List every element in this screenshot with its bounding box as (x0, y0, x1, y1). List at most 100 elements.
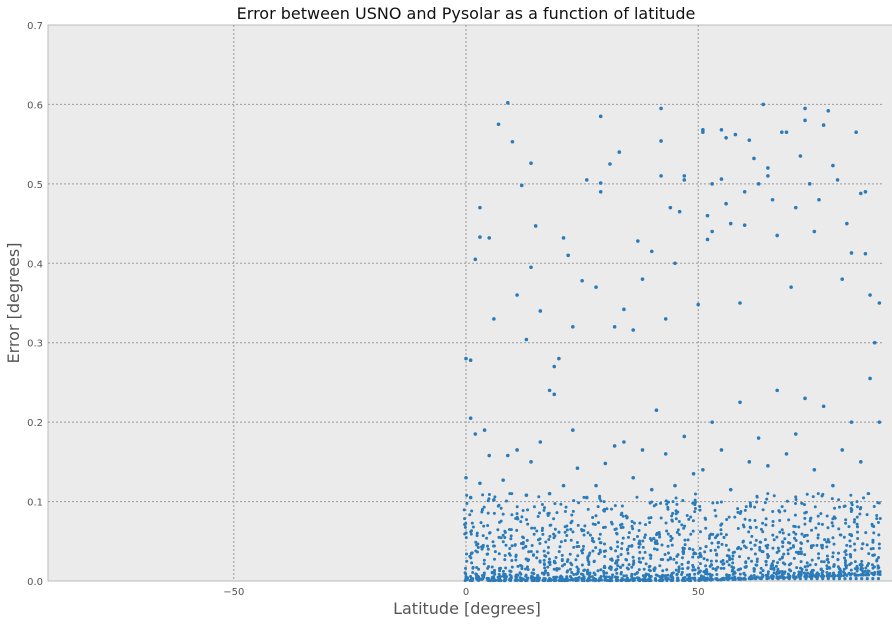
data-point (776, 561, 780, 565)
data-point (652, 537, 656, 541)
data-point (521, 542, 525, 546)
data-point (660, 543, 664, 547)
data-point (758, 545, 762, 549)
data-point (480, 547, 484, 551)
data-point (648, 569, 652, 573)
data-point (810, 568, 814, 572)
data-point (631, 475, 635, 480)
data-point (771, 509, 775, 513)
data-point (470, 509, 474, 513)
data-point (776, 567, 780, 571)
data-point (816, 492, 820, 496)
data-point (831, 551, 835, 555)
data-point (877, 301, 882, 305)
data-point (877, 542, 881, 546)
data-point (521, 508, 525, 512)
data-point (763, 538, 767, 542)
data-point (627, 563, 631, 567)
data-point (731, 577, 736, 581)
data-point (685, 513, 689, 517)
data-point (831, 163, 835, 168)
data-point (464, 536, 468, 540)
data-point (764, 523, 768, 527)
data-point (591, 522, 595, 526)
data-point (756, 436, 761, 440)
data-point (750, 534, 754, 538)
data-point (666, 505, 670, 509)
data-point (811, 495, 815, 499)
data-point (747, 556, 751, 560)
data-point (619, 526, 623, 530)
x-axis-label: Latitude [degrees] (393, 599, 541, 618)
data-point (686, 538, 690, 542)
data-point (850, 501, 854, 505)
data-point (689, 532, 693, 536)
data-point (510, 139, 515, 144)
data-point (470, 529, 474, 533)
data-point (803, 396, 807, 401)
data-point (659, 174, 663, 178)
data-point (597, 552, 601, 556)
data-point (590, 575, 594, 579)
data-point (710, 229, 714, 234)
data-point (676, 510, 680, 514)
data-point (677, 519, 681, 523)
data-point (503, 558, 507, 562)
data-point (836, 565, 840, 569)
data-point (872, 525, 876, 529)
data-point (557, 530, 561, 534)
data-point (761, 569, 765, 573)
data-point (731, 568, 735, 572)
data-point (603, 542, 607, 546)
data-point (800, 532, 804, 536)
data-point (772, 494, 776, 498)
data-point (766, 553, 770, 557)
data-point (855, 530, 859, 534)
data-point (809, 517, 813, 521)
data-point (631, 577, 635, 581)
data-point (731, 561, 735, 565)
data-point (754, 538, 758, 542)
data-point (831, 555, 835, 559)
data-point (538, 440, 543, 444)
data-point (482, 505, 486, 509)
data-point (835, 178, 840, 182)
data-point (571, 530, 575, 534)
data-point (639, 560, 643, 564)
data-point (496, 528, 500, 532)
data-point (658, 535, 662, 539)
data-point (793, 577, 797, 581)
data-point (722, 566, 726, 570)
data-point (752, 569, 756, 573)
data-point (488, 531, 492, 535)
data-point (783, 570, 787, 574)
data-point (837, 527, 841, 531)
data-point (861, 573, 865, 577)
data-point (469, 532, 473, 536)
data-point (744, 560, 748, 564)
data-point (637, 540, 641, 544)
data-point (805, 492, 809, 496)
data-point (564, 505, 568, 509)
data-point (844, 559, 848, 563)
data-point (711, 501, 715, 505)
data-point (739, 547, 743, 551)
data-point (637, 556, 641, 560)
data-point (761, 550, 765, 554)
data-point (855, 525, 859, 529)
data-point (565, 560, 569, 564)
data-point (614, 577, 619, 581)
data-point (548, 534, 552, 538)
data-point (771, 523, 775, 527)
data-point (496, 122, 501, 127)
data-point (867, 552, 871, 556)
data-point (615, 540, 619, 544)
data-point (849, 561, 853, 565)
data-point (565, 528, 569, 532)
data-point (533, 224, 538, 228)
data-point (675, 502, 679, 506)
data-point (493, 572, 497, 576)
data-point (764, 559, 768, 563)
data-point (621, 563, 625, 567)
data-point (476, 546, 480, 550)
